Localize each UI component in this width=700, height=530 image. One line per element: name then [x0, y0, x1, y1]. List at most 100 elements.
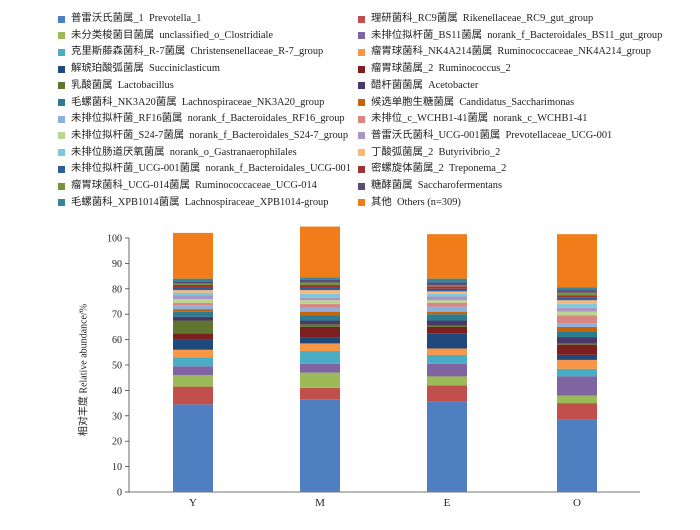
legend-label-en: Rikenellaceae_RC9_gut_group — [462, 13, 594, 24]
legend-label-cn: 未分类梭菌目菌属 — [71, 29, 160, 41]
legend-swatch — [58, 48, 65, 56]
bar-segment — [557, 359, 597, 369]
bar-segment — [173, 284, 213, 288]
legend-item: 普雷沃氏菌科_UCG-001菌属 Prevotellaceae_UCG-001 — [358, 129, 612, 143]
bar-segment — [173, 295, 213, 299]
legend-label-en: norank_f_Bacteroidales_UCG-001 — [205, 163, 351, 175]
legend-swatch — [58, 15, 65, 23]
bar-segment — [300, 387, 340, 400]
legend-label-en: Succiniclasticum — [148, 63, 220, 75]
legend-label-cn: 未排位拟杆菌_S24-7菌属 — [71, 129, 190, 141]
legend-item: 未排位拟杆菌_UCG-001菌属 norank_f_Bacteroidales_… — [58, 162, 351, 176]
legend-item: 克里斯藤森菌科_R-7菌属 Christensenellaceae_R-7_gr… — [58, 45, 323, 59]
legend-item: 理研菌科_RC9菌属 Rikenellaceae_RC9_gut_group — [358, 12, 593, 26]
legend-swatch — [358, 115, 365, 123]
legend-item: 未排位拟杆菌_BS11菌属 norank_f_Bacteroidales_BS1… — [358, 29, 662, 43]
bar-segment — [300, 287, 340, 291]
bar-segment — [173, 386, 213, 405]
legend-label-cn: 丁酸弧菌属_2 — [371, 146, 439, 158]
legend-label-cn: 毛螺菌科_XPB1014菌属 — [71, 196, 185, 208]
bar-segment — [427, 284, 467, 287]
bar-segment — [300, 282, 340, 285]
chart-legend: 普雷沃氏菌属_1 Prevotella_1 理研菌科_RC9菌属 Rikenell… — [58, 12, 698, 212]
legend-label-en: Butyrivibrio_2 — [438, 146, 501, 158]
bar-segment — [173, 366, 213, 376]
legend-label-en: norank_f_Bacteroidales_S24-7_group — [189, 129, 349, 141]
y-tick-label: 100 — [107, 234, 122, 245]
bar-segment — [300, 343, 340, 352]
legend-item: 密螺旋体菌属_2 Treponema_2 — [358, 162, 506, 176]
legend-item: 毛螺菌科_NK3A20菌属 Lachnospiraceae_NK3A20_gro… — [58, 96, 324, 110]
legend-item: 瘤胃球菌科_UCG-014菌属 Ruminococcaceae_UCG-014 — [58, 179, 317, 193]
legend-item: 糖酵菌属 Saccharofermentans — [358, 179, 502, 193]
y-tick-label: 0 — [117, 488, 122, 499]
y-tick-label: 80 — [112, 284, 122, 295]
bar-segment — [557, 311, 597, 316]
bar-segment — [173, 302, 213, 306]
bar-segment — [173, 287, 213, 291]
legend-item: 未排位_c_WCHB1-41菌属 norank_c_WCHB1-41 — [358, 112, 587, 126]
x-tick-label: Y — [189, 497, 197, 509]
bar-segment — [173, 298, 213, 303]
bar-segment — [427, 291, 467, 294]
legend-item: 瘤胃球菌属_2 Ruminococcus_2 — [358, 62, 511, 76]
bar-segment — [300, 307, 340, 312]
y-tick-label: 50 — [112, 361, 122, 372]
bar-segment — [173, 333, 213, 340]
bar-segment — [557, 331, 597, 338]
y-tick-label: 60 — [112, 335, 122, 346]
legend-label-cn: 未排位拟杆菌_BS11菌属 — [371, 29, 488, 41]
legend-label-cn: 毛螺菌科_NK3A20菌属 — [71, 96, 182, 108]
bar-segment — [557, 290, 597, 293]
bar-segment — [173, 305, 213, 310]
legend-label-en: norank_c_WCHB1-41 — [493, 113, 588, 125]
bar-segment — [300, 300, 340, 305]
bar-segment — [173, 339, 213, 350]
legend-swatch — [358, 15, 365, 23]
legend-label-cn: 候选单胞生糖菌属 — [371, 96, 460, 108]
legend-label-cn: 未排位拟杆菌_RF16菌属 — [71, 113, 188, 125]
legend-item: 未排位拟杆菌_S24-7菌属 norank_f_Bacteroidales_S2… — [58, 129, 348, 143]
bar-segment — [427, 354, 467, 364]
bar-segment — [427, 333, 467, 349]
legend-item: 醋杆菌菌属 Acetobacter — [358, 79, 478, 93]
bar-segment — [557, 300, 597, 305]
legend-label-en: Ruminococcus_2 — [438, 63, 511, 75]
bar-segment — [173, 278, 213, 282]
bar-segment — [427, 363, 467, 377]
legend-swatch — [58, 165, 65, 173]
legend-swatch — [358, 32, 365, 40]
legend-label-en: norank_f_Bacteroidales_RF16_group — [187, 113, 345, 125]
bar-segment — [557, 326, 597, 332]
legend-label-cn: 克里斯藤森菌科_R-7菌属 — [71, 46, 191, 58]
bar-segment — [173, 375, 213, 387]
y-axis: 0 10 20 30 40 50 60 70 80 90 100 — [107, 234, 130, 499]
legend-swatch — [58, 132, 65, 140]
legend-item: 毛螺菌科_XPB1014菌属 Lachnospiraceae_XPB1014-g… — [58, 196, 328, 210]
bar-segment — [427, 288, 467, 292]
legend-label-cn: 未排位_c_WCHB1-41菌属 — [371, 113, 494, 125]
legend-label-en: Ruminococcaceae_NK4A214_group — [497, 46, 651, 58]
legend-label-cn: 乳酸菌属 — [71, 79, 118, 91]
bar-segment — [427, 326, 467, 334]
bar-segment — [173, 232, 213, 279]
bar-segment — [427, 314, 467, 321]
bar-segment — [173, 281, 213, 284]
legend-swatch — [358, 132, 365, 140]
bar-segment — [557, 395, 597, 404]
legend-label-en: norank_f_Bacteroidales_BS11_gut_group — [487, 29, 663, 41]
y-tick-label: 10 — [112, 462, 122, 473]
legend-swatch — [58, 115, 65, 123]
y-tick-label: 90 — [112, 259, 122, 270]
legend-label-cn: 密螺旋体菌属_2 — [371, 163, 449, 175]
bar-segment — [557, 297, 597, 301]
legend-label-en: Others (n=309) — [396, 196, 461, 208]
legend-swatch — [58, 149, 65, 157]
y-tick-label: 20 — [112, 437, 122, 448]
bar-segment — [557, 287, 597, 291]
bar-segment — [427, 293, 467, 297]
legend-label-en: Acetobacter — [428, 79, 479, 91]
bar-segment — [557, 419, 597, 492]
legend-label-en: Ruminococcaceae_UCG-014 — [195, 180, 317, 191]
legend-item: 瘤胃球菌科_NK4A214菌属 Ruminococcaceae_NK4A214_… — [358, 45, 651, 59]
